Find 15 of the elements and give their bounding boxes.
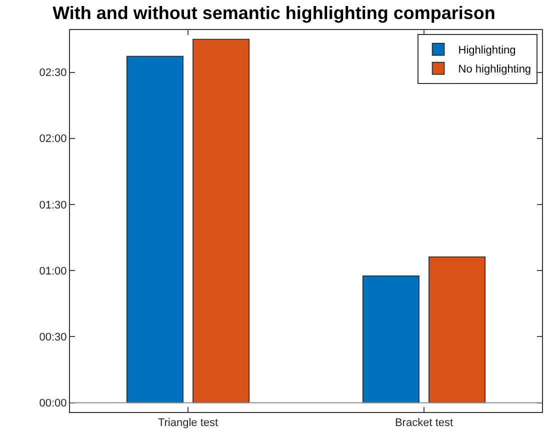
y-tick-label: 01:30 xyxy=(39,199,67,212)
legend-label: No highlighting xyxy=(458,64,532,76)
bar xyxy=(192,38,250,404)
bar xyxy=(362,275,420,404)
y-tick-label: 02:00 xyxy=(39,133,67,146)
chart-title: With and without semantic highlighting comparison xyxy=(52,3,496,24)
y-tick-label: 01:00 xyxy=(39,265,67,278)
y-tick-label: 00:30 xyxy=(39,332,67,344)
bar xyxy=(126,56,184,404)
y-tick-label: 00:00 xyxy=(39,398,67,410)
y-tick-label: 02:30 xyxy=(39,67,67,80)
bar xyxy=(428,256,486,404)
x-tick-label: Bracket test xyxy=(394,417,454,430)
x-tick-label: Triangle test xyxy=(158,417,218,430)
legend-label: Highlighting xyxy=(458,44,516,57)
